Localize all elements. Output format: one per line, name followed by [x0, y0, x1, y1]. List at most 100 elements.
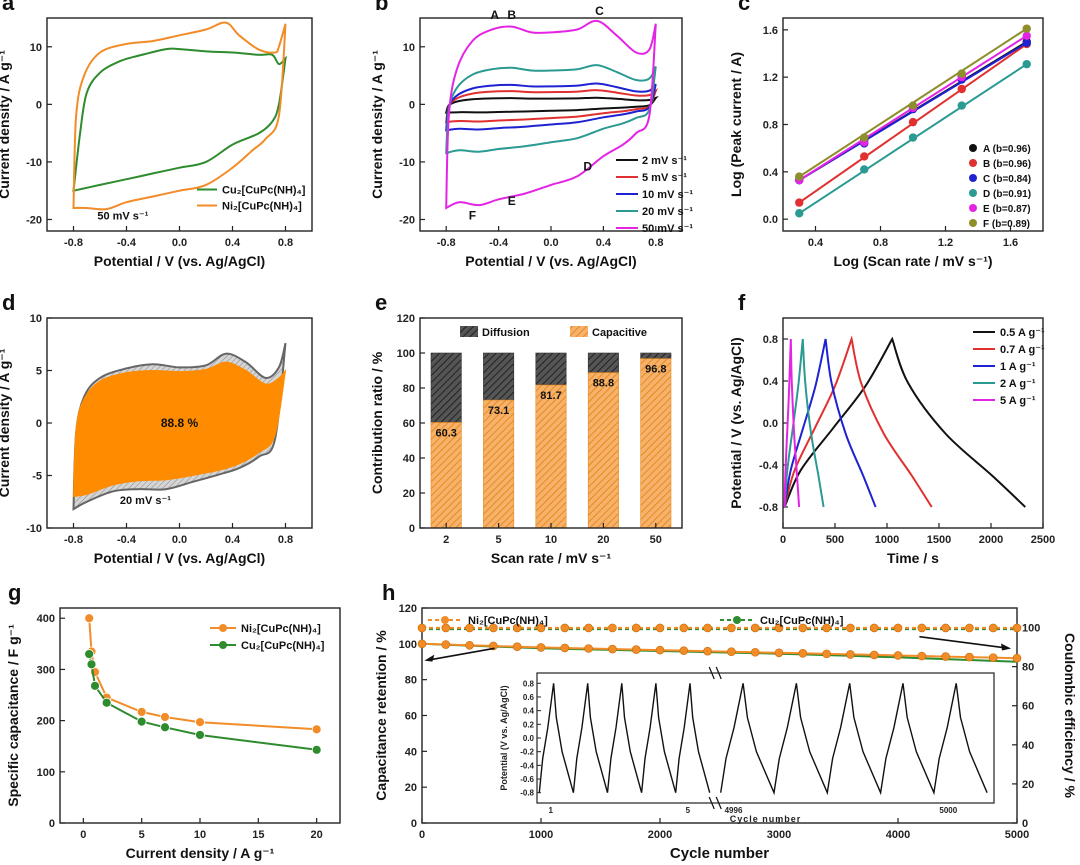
retention-point: [1012, 653, 1022, 663]
axis-break: [708, 666, 722, 680]
y-tick-label: 0: [49, 818, 55, 830]
y-tick-label: 0: [36, 418, 42, 430]
inset-plot: -0.8 -0.6 -0.4 -0.2 0.0 0.2 0.4 0.6 0.8 1 5 4996 500…: [499, 666, 995, 824]
retention-point: [869, 650, 879, 660]
y2-axis-label: Coulombic efficiency / %: [1062, 633, 1078, 798]
x-tick-label: -0.4: [117, 534, 137, 546]
bar-capacitive: [483, 399, 515, 529]
y-tick-label: 80: [403, 383, 415, 395]
efficiency-point: [774, 623, 784, 633]
bar-capacitive: [535, 384, 567, 529]
arrow-head: [1001, 643, 1012, 651]
x-axis-label: Log (Scan rate / mV s⁻¹): [833, 253, 992, 269]
data-point: [101, 697, 112, 708]
y-tick-label: 0.4: [763, 167, 779, 179]
retention-point: [560, 643, 570, 653]
efficiency-point: [441, 623, 451, 633]
legend-marker: [441, 616, 449, 624]
retention-point: [608, 644, 617, 654]
panel-d: -10 -5 0 5 10 -0.8 -0.4 0.0 0.4 0.8 Potential / V …: [0, 290, 313, 566]
efficiency-point: [846, 623, 855, 633]
inset-y-tick-label: 0.8: [523, 679, 535, 688]
retention-point: [631, 645, 641, 654]
legend-label: 5 A g⁻¹: [1000, 395, 1036, 407]
x-tick-label: 500: [826, 534, 844, 546]
arrow-efficiency: [919, 635, 1006, 649]
efficiency-point: [941, 623, 950, 633]
inset-y-tick-label: 0.0: [523, 734, 535, 743]
data-point: [795, 209, 804, 218]
data-point: [1022, 38, 1031, 48]
retention-point: [441, 640, 451, 649]
legend-label: Ni₂[CuPc(NH)₄]: [222, 201, 302, 213]
data-point: [957, 101, 966, 110]
y-tick-label: 60: [403, 418, 415, 430]
legend-label: E (b=0.87): [983, 204, 1031, 215]
efficiency-point: [727, 623, 736, 633]
y-tick-label: 0.8: [763, 120, 778, 132]
legend-label: 10 mV s⁻¹: [642, 189, 693, 201]
data-point: [1022, 59, 1031, 69]
gcd-curve: [783, 338, 801, 508]
efficiency-point: [608, 623, 617, 633]
legend-marker: [969, 174, 977, 182]
efficiency-point: [655, 623, 665, 633]
annotation: 50 mV s⁻¹: [97, 210, 148, 222]
legend-label: 1 A g⁻¹: [1000, 361, 1036, 373]
efficiency-point: [512, 623, 522, 633]
y-tick-label: 40: [405, 746, 417, 758]
y-axis-label: Capacitance retention / %: [373, 630, 389, 801]
legend-swatch: [570, 326, 588, 337]
gcd-curve: [783, 338, 825, 508]
x-tick-label: 0.4: [596, 237, 612, 249]
peak-label: B: [507, 8, 516, 22]
data-point: [860, 133, 869, 142]
legend-marker: [969, 159, 977, 167]
data-point: [908, 117, 918, 127]
arrow-retention: [428, 647, 495, 661]
inset-y-tick-label: -0.2: [520, 748, 534, 757]
retention-point: [750, 647, 760, 657]
data-point: [311, 724, 322, 735]
legend-swatch: [460, 326, 478, 337]
legend-label: Cu₂[CuPc(NH)₄]: [241, 640, 325, 652]
efficiency-point: [703, 623, 712, 633]
y2-tick-label: 60: [1022, 701, 1034, 713]
legend-label: 2 mV s⁻¹: [642, 155, 687, 167]
cv-curve: [444, 96, 659, 114]
legend-label: 5 mV s⁻¹: [642, 172, 687, 184]
legend-marker: [969, 204, 977, 212]
retention-point: [941, 652, 950, 661]
legend-marker: [219, 641, 227, 649]
inset-y-tick-label: -0.6: [520, 775, 534, 784]
cv-curve: [72, 47, 287, 192]
efficiency-point: [536, 623, 546, 633]
efficiency-point: [489, 623, 498, 633]
data-point: [908, 133, 918, 142]
legend-label: 50 mV s⁻¹: [642, 223, 693, 235]
capacitive-area: [72, 361, 287, 498]
y-axis-label: Log (Peak current / A): [728, 52, 744, 197]
y-tick-label: 200: [37, 716, 55, 728]
x-tick-label: 0.8: [278, 237, 293, 249]
legend-label: Cu₂[CuPc(NH)₄]: [760, 615, 844, 627]
data-point: [136, 707, 147, 717]
efficiency-point: [750, 623, 760, 633]
bar-diffusion: [640, 352, 672, 359]
data-point: [86, 659, 97, 670]
legend-label: 0.7 A g⁻¹: [1000, 344, 1045, 356]
efficiency-point: [822, 623, 831, 633]
x-tick-label: 0.4: [225, 534, 241, 546]
bar-capacitive: [430, 422, 462, 529]
retention-line-ni: [421, 642, 1018, 660]
cv-curve: [72, 21, 287, 211]
x-tick-label: 0.4: [808, 237, 824, 249]
arrow-head: [424, 654, 435, 662]
cv-curve: [445, 19, 657, 210]
y-tick-label: -10: [26, 157, 42, 169]
x-tick-label: 1000: [875, 534, 899, 546]
y-tick-label: 0.4: [763, 376, 779, 388]
cv-curve: [445, 88, 658, 124]
retention-point: [798, 649, 808, 658]
